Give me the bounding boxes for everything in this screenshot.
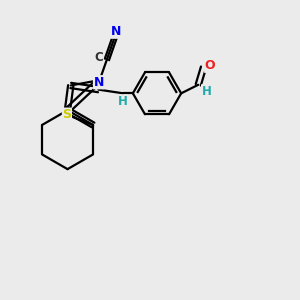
Text: S: S — [62, 108, 71, 121]
Text: N: N — [94, 76, 104, 89]
Text: H: H — [202, 85, 212, 98]
Text: O: O — [205, 59, 215, 72]
Text: N: N — [111, 25, 121, 38]
Text: C: C — [94, 51, 103, 64]
Text: H: H — [118, 95, 128, 108]
